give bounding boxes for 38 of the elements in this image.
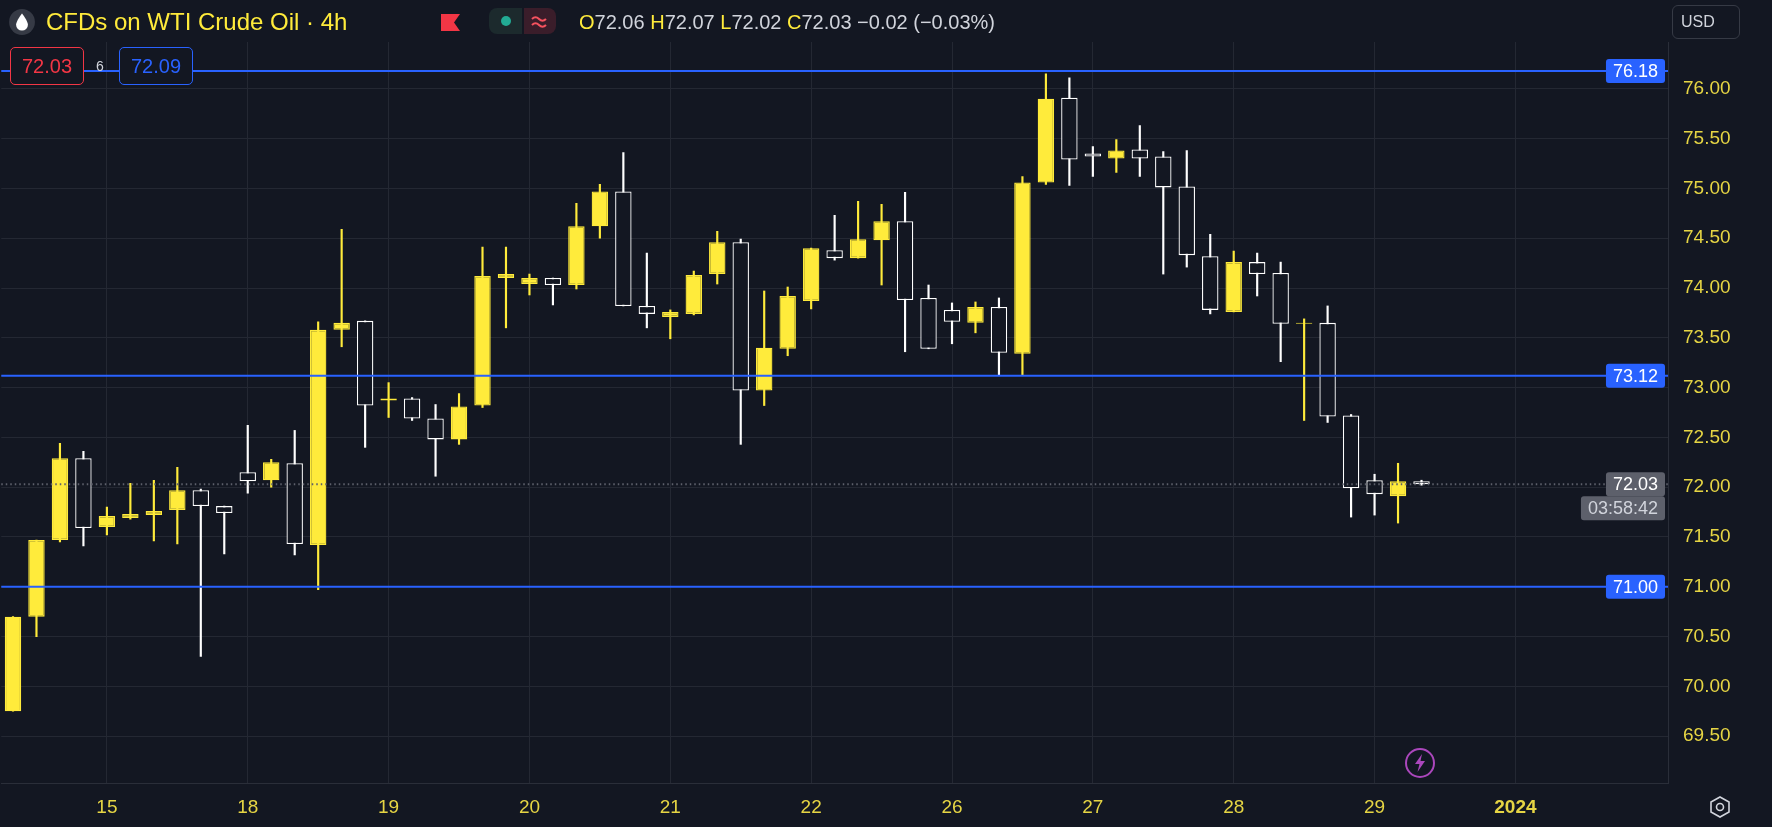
text: O72.06 H72.07 L72.02 C72.03 −0.02 (−0.03%)	[579, 11, 995, 33]
x-tick-label: 22	[800, 795, 822, 817]
y-tick-label: 72.50	[1683, 425, 1731, 447]
chart-title: CFDs on WTI Crude Oil · 4h	[46, 7, 348, 37]
select-field: USD	[1672, 5, 1740, 39]
x-tick-label: 29	[1363, 795, 1386, 817]
y-tick-label: 74.00	[1683, 276, 1731, 298]
annotation: 72.03	[21, 54, 73, 78]
y-tick-label: 69.50	[1683, 724, 1731, 746]
ref-line-label: 72.03	[1612, 474, 1658, 495]
annotation: 72.09	[130, 54, 182, 78]
x-tick-label: 21	[659, 795, 681, 817]
ref-line-label: 76.18	[1612, 60, 1658, 81]
button: 72.03	[10, 47, 84, 85]
y-tick-label: 73.00	[1683, 375, 1731, 397]
y-tick-label: 72.00	[1683, 475, 1731, 497]
annotation: 03:58:42	[1587, 498, 1659, 519]
button: 72.09	[119, 47, 193, 85]
x-tick-label: 15	[96, 795, 118, 817]
x-tick-label: 27	[1082, 795, 1104, 817]
y-tick-label: 75.00	[1683, 176, 1731, 198]
x-tick-label: 26	[941, 795, 963, 817]
ref-line-label: 71.00	[1612, 576, 1658, 597]
x-tick-label: 19	[378, 795, 400, 817]
y-tick-label: 71.50	[1683, 525, 1731, 547]
y-tick-label: 71.00	[1683, 575, 1731, 597]
annotation: 6	[96, 57, 104, 75]
y-tick-label: 70.00	[1683, 674, 1731, 696]
x-tick-label: 2024	[1494, 795, 1537, 817]
y-tick-label: 70.50	[1683, 624, 1731, 646]
x-tick-label: 28	[1223, 795, 1245, 817]
y-tick-label: 75.50	[1683, 126, 1731, 148]
x-tick-label: 20	[518, 795, 541, 817]
y-tick-label: 74.50	[1683, 226, 1731, 248]
x-tick-label: 18	[237, 795, 259, 817]
y-tick-label: 73.50	[1683, 326, 1731, 348]
y-tick-label: 76.00	[1683, 77, 1731, 99]
ref-line-label: 73.12	[1612, 365, 1658, 386]
